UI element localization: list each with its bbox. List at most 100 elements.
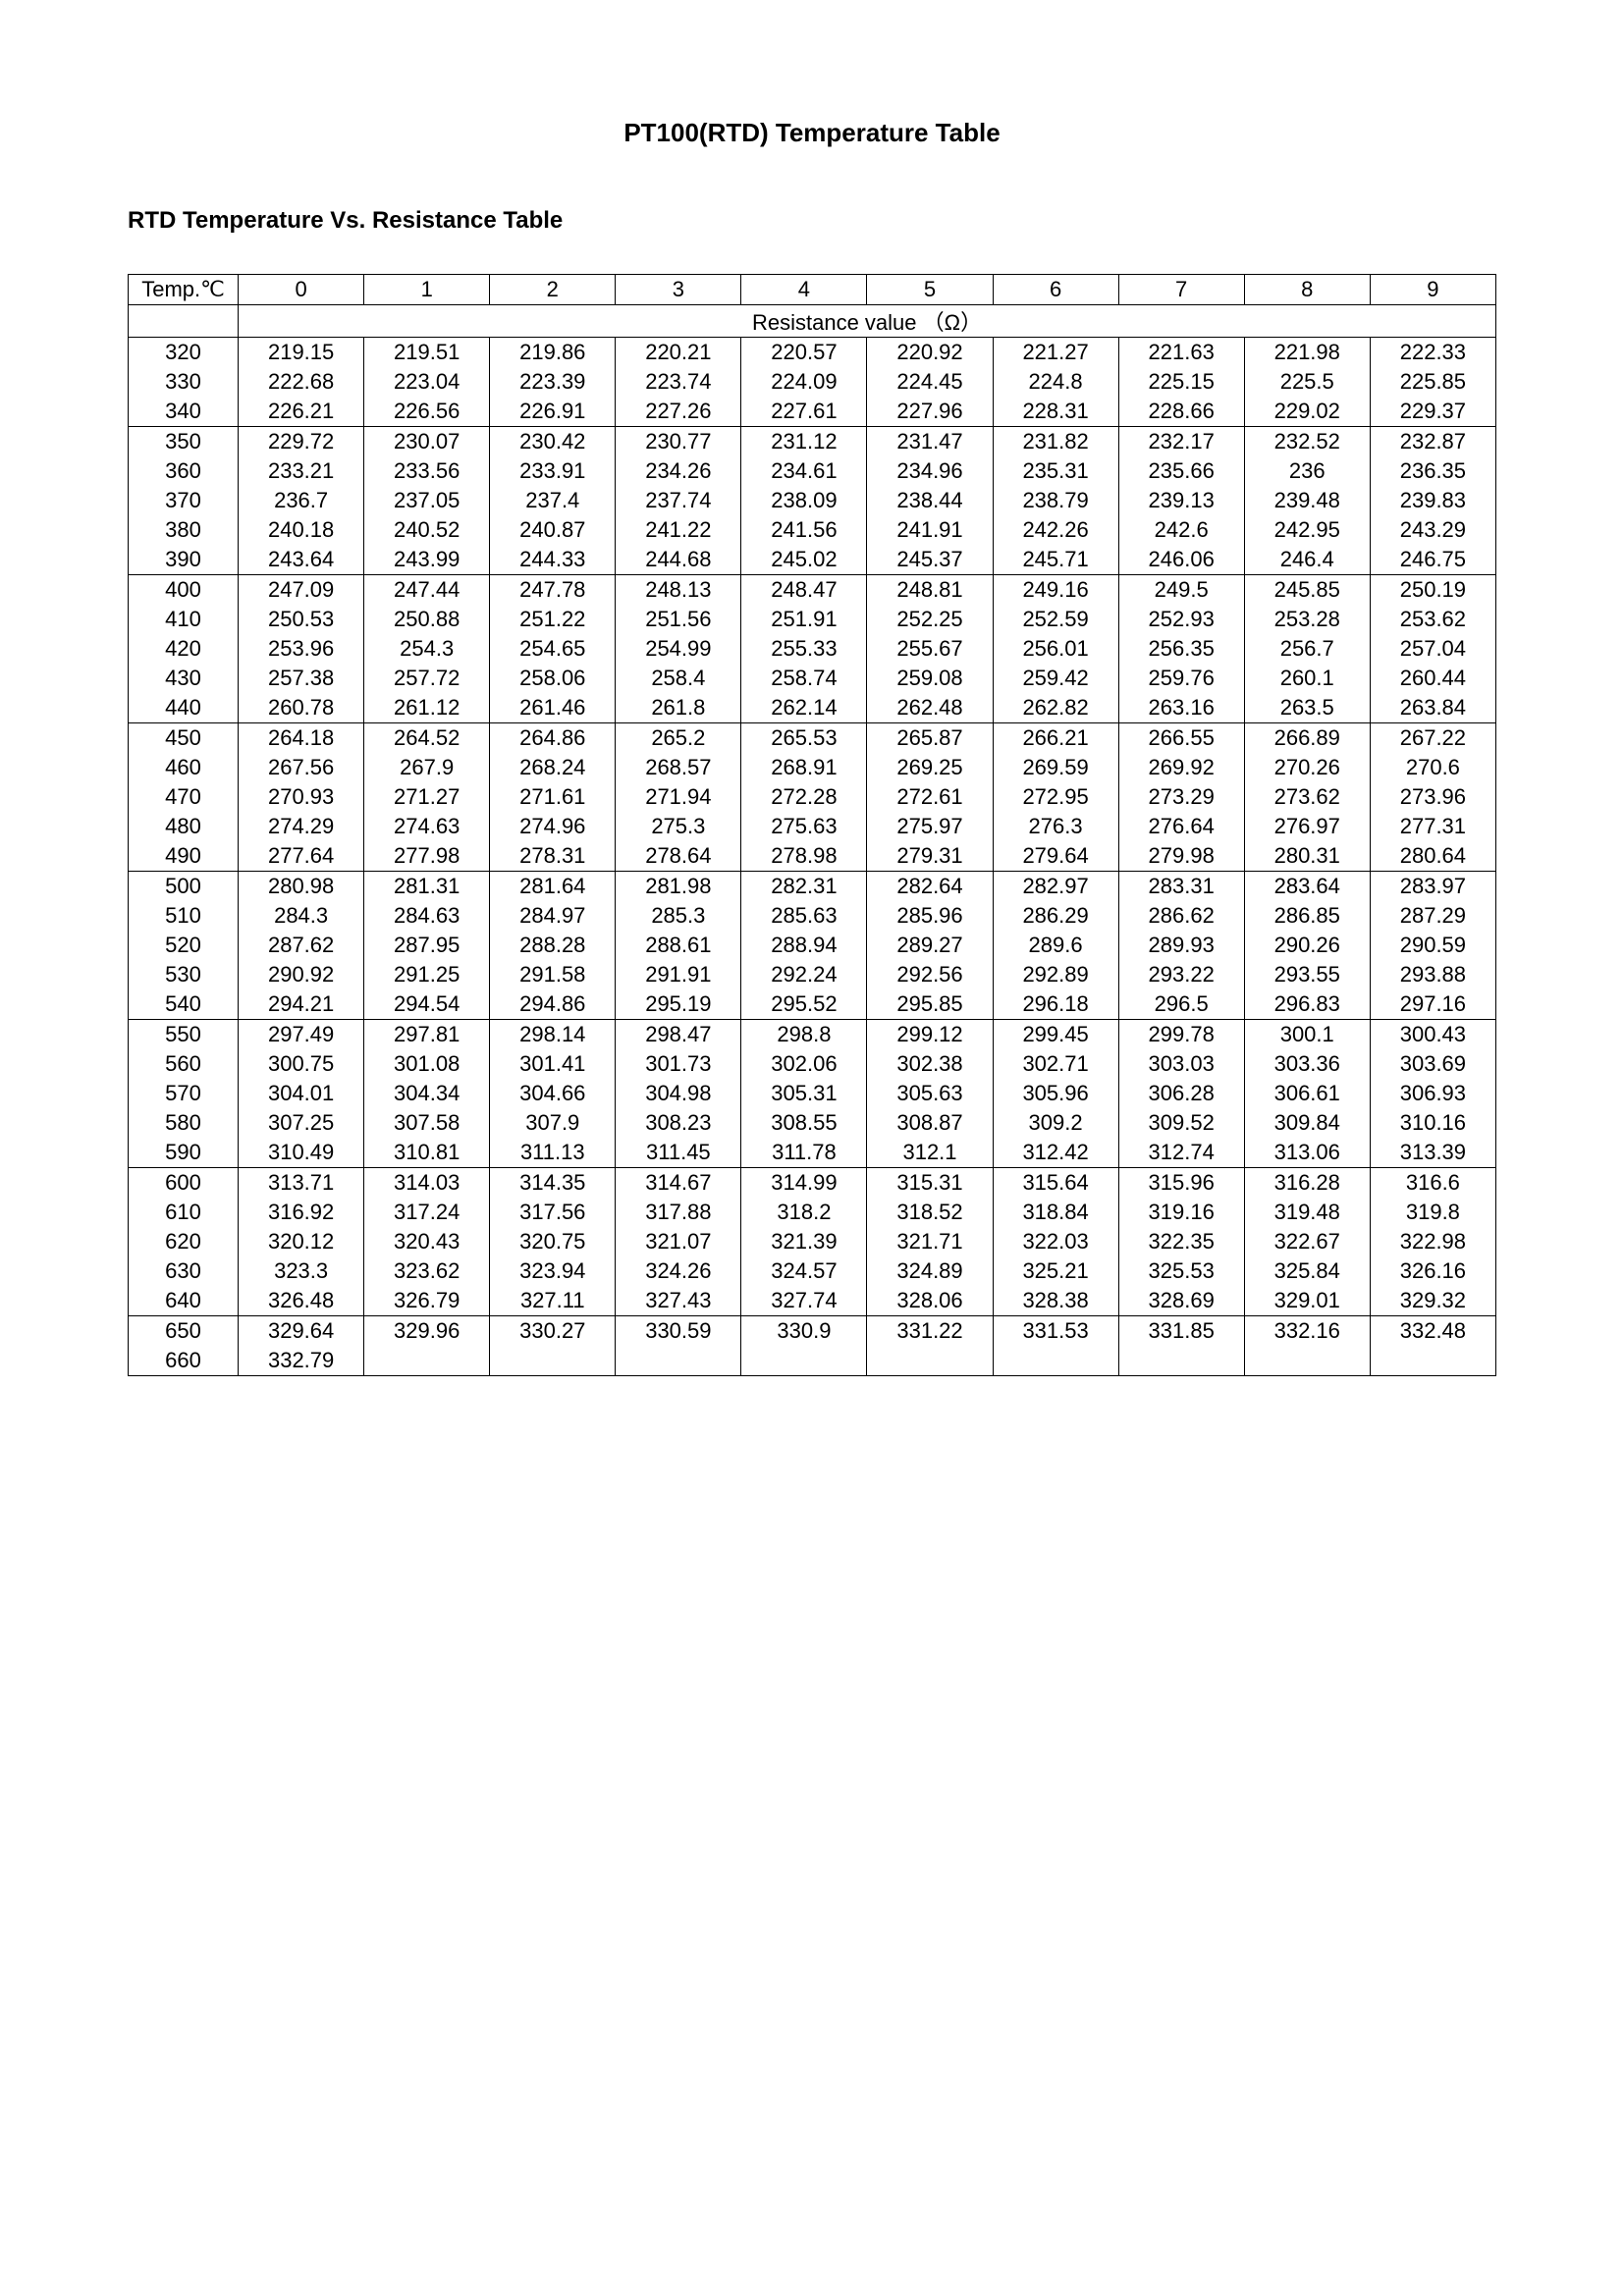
value-cell: 224.8 [993,367,1118,397]
table-row: 330222.68223.04223.39223.74224.09224.452… [129,367,1496,397]
value-cell: 312.1 [867,1138,993,1168]
temp-cell: 370 [129,486,239,515]
value-cell: 253.28 [1244,605,1370,634]
value-cell [867,1346,993,1376]
value-cell: 262.82 [993,693,1118,723]
table-row: 590310.49310.81311.13311.45311.78312.131… [129,1138,1496,1168]
value-cell: 327.74 [741,1286,867,1316]
value-cell: 325.84 [1244,1256,1370,1286]
value-cell: 312.74 [1118,1138,1244,1168]
value-cell: 319.16 [1118,1198,1244,1227]
value-cell: 245.71 [993,545,1118,575]
table-row: 450264.18264.52264.86265.2265.53265.8726… [129,723,1496,754]
value-cell: 288.94 [741,931,867,960]
table-row: 520287.62287.95288.28288.61288.94289.272… [129,931,1496,960]
value-cell: 255.33 [741,634,867,664]
value-cell: 283.31 [1118,872,1244,902]
value-cell: 292.89 [993,960,1118,989]
value-cell: 226.91 [490,397,616,427]
value-cell: 306.61 [1244,1079,1370,1108]
value-cell: 306.28 [1118,1079,1244,1108]
table-row: 470270.93271.27271.61271.94272.28272.612… [129,782,1496,812]
value-cell: 331.22 [867,1316,993,1347]
value-cell: 290.59 [1370,931,1495,960]
value-cell: 256.01 [993,634,1118,664]
value-cell: 308.87 [867,1108,993,1138]
value-cell: 304.01 [239,1079,364,1108]
value-cell: 261.8 [616,693,741,723]
value-cell: 271.94 [616,782,741,812]
span-header-row: Resistance value （Ω） [129,305,1496,338]
value-cell: 243.29 [1370,515,1495,545]
value-cell: 286.29 [993,901,1118,931]
value-cell: 305.96 [993,1079,1118,1108]
value-cell: 233.56 [364,456,490,486]
value-cell: 256.7 [1244,634,1370,664]
table-row: 460267.56267.9268.24268.57268.91269.2526… [129,753,1496,782]
temp-cell: 580 [129,1108,239,1138]
value-cell: 239.13 [1118,486,1244,515]
value-cell: 311.45 [616,1138,741,1168]
value-cell: 259.42 [993,664,1118,693]
value-cell: 296.5 [1118,989,1244,1020]
value-cell: 312.42 [993,1138,1118,1168]
temp-cell: 540 [129,989,239,1020]
value-cell: 304.98 [616,1079,741,1108]
value-cell: 271.61 [490,782,616,812]
rtd-table: Temp.℃ 0 1 2 3 4 5 6 7 8 9 Resistance va… [128,274,1496,1376]
value-cell: 277.98 [364,841,490,872]
temp-cell: 520 [129,931,239,960]
value-cell: 305.31 [741,1079,867,1108]
value-cell: 281.98 [616,872,741,902]
temp-cell: 470 [129,782,239,812]
value-cell: 331.85 [1118,1316,1244,1347]
value-cell [1118,1346,1244,1376]
value-cell: 276.97 [1244,812,1370,841]
value-cell: 240.18 [239,515,364,545]
value-cell: 321.39 [741,1227,867,1256]
value-cell: 289.6 [993,931,1118,960]
table-row: 340226.21226.56226.91227.26227.61227.962… [129,397,1496,427]
value-cell: 311.78 [741,1138,867,1168]
temp-cell: 430 [129,664,239,693]
value-cell: 251.91 [741,605,867,634]
value-cell: 296.18 [993,989,1118,1020]
value-cell: 327.11 [490,1286,616,1316]
table-row: 580307.25307.58307.9308.23308.55308.8730… [129,1108,1496,1138]
value-cell: 258.4 [616,664,741,693]
value-cell: 309.84 [1244,1108,1370,1138]
value-cell: 252.59 [993,605,1118,634]
value-cell: 322.67 [1244,1227,1370,1256]
value-cell: 242.6 [1118,515,1244,545]
value-cell: 286.62 [1118,901,1244,931]
temp-cell: 510 [129,901,239,931]
temp-cell: 620 [129,1227,239,1256]
value-cell: 301.08 [364,1049,490,1079]
table-row: 360233.21233.56233.91234.26234.61234.962… [129,456,1496,486]
value-cell: 245.37 [867,545,993,575]
sub-title: RTD Temperature Vs. Resistance Table [128,207,1496,235]
value-cell: 319.48 [1244,1198,1370,1227]
value-cell: 314.99 [741,1168,867,1199]
value-cell: 313.39 [1370,1138,1495,1168]
value-cell: 283.64 [1244,872,1370,902]
col-header-4: 4 [741,275,867,305]
value-cell: 231.82 [993,427,1118,457]
value-cell: 257.72 [364,664,490,693]
table-row: 380240.18240.52240.87241.22241.56241.912… [129,515,1496,545]
temp-cell: 390 [129,545,239,575]
value-cell: 322.98 [1370,1227,1495,1256]
value-cell: 230.42 [490,427,616,457]
temp-cell: 600 [129,1168,239,1199]
value-cell: 227.26 [616,397,741,427]
value-cell: 325.53 [1118,1256,1244,1286]
col-header-8: 8 [1244,275,1370,305]
value-cell: 225.15 [1118,367,1244,397]
value-cell: 227.61 [741,397,867,427]
value-cell: 280.64 [1370,841,1495,872]
value-cell: 332.48 [1370,1316,1495,1347]
value-cell: 232.17 [1118,427,1244,457]
table-row: 540294.21294.54294.86295.19295.52295.852… [129,989,1496,1020]
value-cell: 332.16 [1244,1316,1370,1347]
value-cell: 248.81 [867,575,993,606]
